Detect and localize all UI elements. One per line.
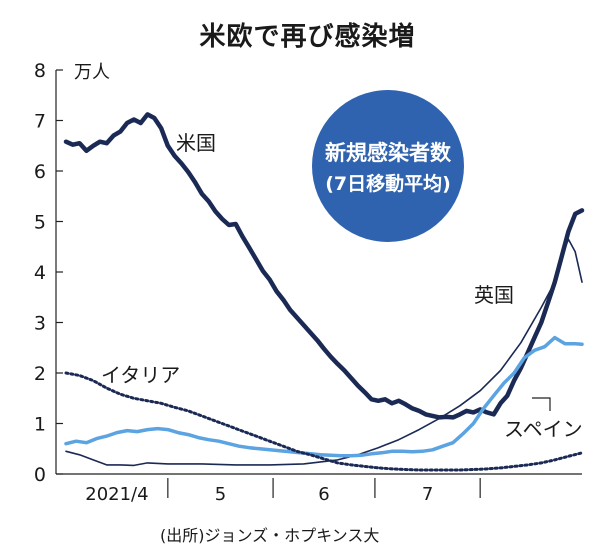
y-tick-label-5: 5 xyxy=(34,212,46,234)
series-line-0 xyxy=(63,112,585,420)
series-line-1 xyxy=(65,238,583,467)
y-tick-label-4: 4 xyxy=(34,262,46,284)
y-tick-label-0: 0 xyxy=(34,464,46,486)
series-label-2: イタリア xyxy=(101,363,180,387)
chart-title: 米欧で再び感染増 xyxy=(199,22,416,52)
y-unit-label: 万人 xyxy=(74,62,110,83)
series-line-3 xyxy=(64,371,584,472)
source-note: (出所)ジョンズ・ホプキンス大 xyxy=(160,526,380,545)
x-tick-label-2: 6 xyxy=(318,484,329,505)
series-label-0: 米国 xyxy=(176,131,216,155)
x-tick-label-3: 7 xyxy=(422,484,433,505)
x-tick-label-1: 5 xyxy=(215,484,226,505)
x-tick-label-0: 2021/4 xyxy=(85,484,148,505)
badge-line1: 新規感染者数 xyxy=(325,141,452,165)
series-line-2 xyxy=(64,335,584,458)
badge-circle xyxy=(312,90,464,242)
badge-line2: (7日移動平均) xyxy=(325,172,451,195)
y-tick-label-2: 2 xyxy=(34,363,46,385)
y-tick-label-6: 6 xyxy=(34,161,46,183)
series-label-3: スペイン xyxy=(504,417,583,441)
legend-badge: 新規感染者数 (7日移動平均) xyxy=(312,90,464,242)
y-tick-label-1: 1 xyxy=(34,414,46,436)
y-tick-label-3: 3 xyxy=(34,313,46,335)
spain-leader-line xyxy=(532,397,551,411)
series-label-1: 英国 xyxy=(474,283,514,307)
y-tick-label-8: 8 xyxy=(34,60,46,82)
y-tick-label-7: 7 xyxy=(34,111,46,133)
